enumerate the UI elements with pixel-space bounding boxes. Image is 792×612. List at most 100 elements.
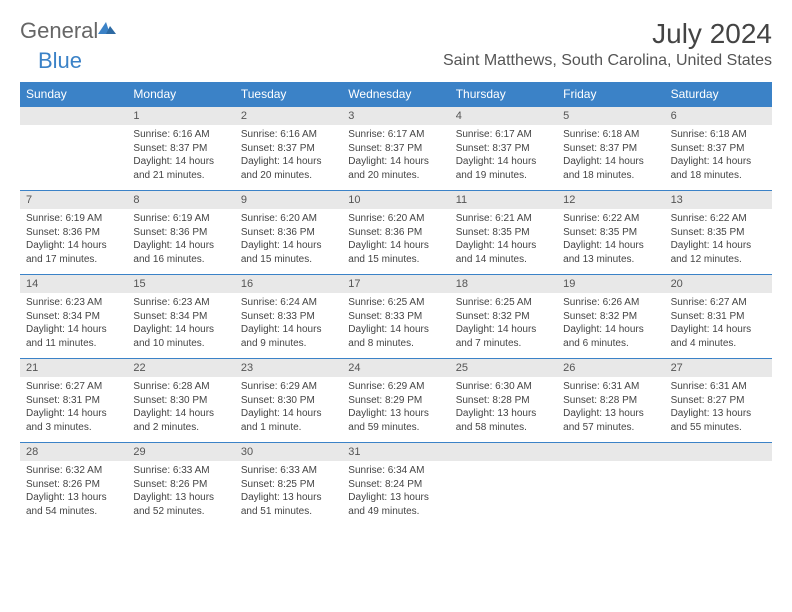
day-cell: Sunrise: 6:26 AMSunset: 8:32 PMDaylight:… — [557, 293, 664, 358]
sunset-text: Sunset: 8:34 PM — [26, 310, 121, 324]
day-cell: Sunrise: 6:28 AMSunset: 8:30 PMDaylight:… — [127, 377, 234, 442]
sunrise-text: Sunrise: 6:20 AM — [348, 212, 443, 226]
day-number: 22 — [127, 358, 234, 377]
day-cell: Sunrise: 6:31 AMSunset: 8:28 PMDaylight:… — [557, 377, 664, 442]
day-number: 30 — [235, 442, 342, 461]
daylight-text: Daylight: 13 hours and 51 minutes. — [241, 491, 336, 518]
day-cell: Sunrise: 6:27 AMSunset: 8:31 PMDaylight:… — [20, 377, 127, 442]
weeks-container: 123456Sunrise: 6:16 AMSunset: 8:37 PMDay… — [20, 106, 772, 526]
day-header: Thursday — [450, 82, 557, 106]
daylight-text: Daylight: 14 hours and 16 minutes. — [133, 239, 228, 266]
day-number: 16 — [235, 274, 342, 293]
day-number: 29 — [127, 442, 234, 461]
day-cell: Sunrise: 6:19 AMSunset: 8:36 PMDaylight:… — [20, 209, 127, 274]
day-cell: Sunrise: 6:27 AMSunset: 8:31 PMDaylight:… — [665, 293, 772, 358]
daylight-text: Daylight: 14 hours and 18 minutes. — [671, 155, 766, 182]
day-number: 19 — [557, 274, 664, 293]
day-cell: Sunrise: 6:25 AMSunset: 8:32 PMDaylight:… — [450, 293, 557, 358]
day-cell — [450, 461, 557, 526]
daylight-text: Daylight: 13 hours and 52 minutes. — [133, 491, 228, 518]
day-cell: Sunrise: 6:17 AMSunset: 8:37 PMDaylight:… — [450, 125, 557, 190]
day-cell: Sunrise: 6:33 AMSunset: 8:26 PMDaylight:… — [127, 461, 234, 526]
sunset-text: Sunset: 8:37 PM — [563, 142, 658, 156]
day-cell: Sunrise: 6:23 AMSunset: 8:34 PMDaylight:… — [20, 293, 127, 358]
week-daynum-row: 21222324252627 — [20, 358, 772, 377]
daylight-text: Daylight: 14 hours and 20 minutes. — [348, 155, 443, 182]
day-cell: Sunrise: 6:20 AMSunset: 8:36 PMDaylight:… — [342, 209, 449, 274]
sunrise-text: Sunrise: 6:29 AM — [241, 380, 336, 394]
daylight-text: Daylight: 13 hours and 54 minutes. — [26, 491, 121, 518]
day-number: 3 — [342, 106, 449, 125]
day-number: 26 — [557, 358, 664, 377]
day-number: 12 — [557, 190, 664, 209]
day-number — [665, 442, 772, 461]
daylight-text: Daylight: 13 hours and 57 minutes. — [563, 407, 658, 434]
daylight-text: Daylight: 13 hours and 55 minutes. — [671, 407, 766, 434]
logo-text-2: Blue — [38, 48, 82, 73]
day-header: Wednesday — [342, 82, 449, 106]
week-daynum-row: 28293031 — [20, 442, 772, 461]
day-number — [20, 106, 127, 125]
logo: General — [20, 18, 120, 44]
day-cell: Sunrise: 6:16 AMSunset: 8:37 PMDaylight:… — [235, 125, 342, 190]
day-number: 6 — [665, 106, 772, 125]
sunrise-text: Sunrise: 6:26 AM — [563, 296, 658, 310]
sunset-text: Sunset: 8:32 PM — [456, 310, 551, 324]
sunset-text: Sunset: 8:28 PM — [456, 394, 551, 408]
daylight-text: Daylight: 14 hours and 21 minutes. — [133, 155, 228, 182]
day-cell: Sunrise: 6:22 AMSunset: 8:35 PMDaylight:… — [665, 209, 772, 274]
sunrise-text: Sunrise: 6:25 AM — [348, 296, 443, 310]
calendar-day-headers: Sunday Monday Tuesday Wednesday Thursday… — [20, 82, 772, 106]
day-cell: Sunrise: 6:16 AMSunset: 8:37 PMDaylight:… — [127, 125, 234, 190]
sunrise-text: Sunrise: 6:18 AM — [671, 128, 766, 142]
day-cell — [557, 461, 664, 526]
sunset-text: Sunset: 8:37 PM — [671, 142, 766, 156]
day-number: 17 — [342, 274, 449, 293]
sunset-text: Sunset: 8:32 PM — [563, 310, 658, 324]
day-cell: Sunrise: 6:23 AMSunset: 8:34 PMDaylight:… — [127, 293, 234, 358]
day-number: 28 — [20, 442, 127, 461]
sunrise-text: Sunrise: 6:22 AM — [563, 212, 658, 226]
sunset-text: Sunset: 8:36 PM — [133, 226, 228, 240]
sunrise-text: Sunrise: 6:27 AM — [26, 380, 121, 394]
sunrise-text: Sunrise: 6:25 AM — [456, 296, 551, 310]
sunset-text: Sunset: 8:37 PM — [348, 142, 443, 156]
day-number: 11 — [450, 190, 557, 209]
day-number: 2 — [235, 106, 342, 125]
daylight-text: Daylight: 14 hours and 9 minutes. — [241, 323, 336, 350]
day-number: 7 — [20, 190, 127, 209]
daylight-text: Daylight: 14 hours and 17 minutes. — [26, 239, 121, 266]
week-content-row: Sunrise: 6:16 AMSunset: 8:37 PMDaylight:… — [20, 125, 772, 190]
sunrise-text: Sunrise: 6:19 AM — [26, 212, 121, 226]
sunrise-text: Sunrise: 6:17 AM — [348, 128, 443, 142]
sunrise-text: Sunrise: 6:33 AM — [241, 464, 336, 478]
day-number: 21 — [20, 358, 127, 377]
sunset-text: Sunset: 8:24 PM — [348, 478, 443, 492]
day-number: 10 — [342, 190, 449, 209]
sunset-text: Sunset: 8:37 PM — [456, 142, 551, 156]
week-daynum-row: 123456 — [20, 106, 772, 125]
day-number: 8 — [127, 190, 234, 209]
sunset-text: Sunset: 8:33 PM — [241, 310, 336, 324]
sunset-text: Sunset: 8:35 PM — [456, 226, 551, 240]
sunset-text: Sunset: 8:26 PM — [133, 478, 228, 492]
day-number: 1 — [127, 106, 234, 125]
day-cell: Sunrise: 6:32 AMSunset: 8:26 PMDaylight:… — [20, 461, 127, 526]
day-number: 20 — [665, 274, 772, 293]
week-daynum-row: 14151617181920 — [20, 274, 772, 293]
daylight-text: Daylight: 14 hours and 2 minutes. — [133, 407, 228, 434]
day-cell: Sunrise: 6:21 AMSunset: 8:35 PMDaylight:… — [450, 209, 557, 274]
sunset-text: Sunset: 8:30 PM — [133, 394, 228, 408]
day-cell: Sunrise: 6:24 AMSunset: 8:33 PMDaylight:… — [235, 293, 342, 358]
sunset-text: Sunset: 8:25 PM — [241, 478, 336, 492]
sunrise-text: Sunrise: 6:31 AM — [563, 380, 658, 394]
sunset-text: Sunset: 8:35 PM — [671, 226, 766, 240]
day-cell: Sunrise: 6:20 AMSunset: 8:36 PMDaylight:… — [235, 209, 342, 274]
day-number: 9 — [235, 190, 342, 209]
day-header: Saturday — [665, 82, 772, 106]
sunrise-text: Sunrise: 6:31 AM — [671, 380, 766, 394]
day-cell: Sunrise: 6:19 AMSunset: 8:36 PMDaylight:… — [127, 209, 234, 274]
sunrise-text: Sunrise: 6:18 AM — [563, 128, 658, 142]
day-cell: Sunrise: 6:30 AMSunset: 8:28 PMDaylight:… — [450, 377, 557, 442]
day-cell — [20, 125, 127, 190]
